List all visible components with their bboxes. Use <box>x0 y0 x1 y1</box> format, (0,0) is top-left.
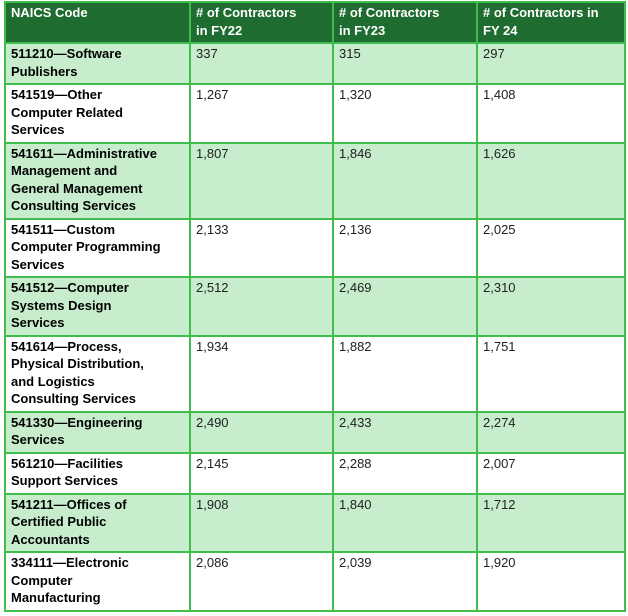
fy23-value-cell: 2,039 <box>332 551 478 612</box>
fy23-value-cell: 315 <box>332 42 478 85</box>
table-row: 561210—Facilities Support Services 2,145… <box>4 451 626 495</box>
fy24-value-cell: 2,310 <box>476 276 626 337</box>
naics-code-cell: 511210—Software Publishers <box>4 42 191 85</box>
column-header-naics-code: NAICS Code <box>4 1 191 44</box>
fy23-value-cell: 1,840 <box>332 492 478 553</box>
fy24-value-cell: 2,007 <box>476 451 626 495</box>
naics-code-cell: 541614—Process, Physical Distribution, a… <box>4 334 191 413</box>
fy22-value-cell: 337 <box>189 42 334 85</box>
fy23-value-cell: 2,136 <box>332 217 478 278</box>
table-row: 541511—Custom Computer Programming Servi… <box>4 217 626 278</box>
header-row: NAICS Code # of Contractors in FY22 # of… <box>4 1 626 44</box>
fy24-value-cell: 1,712 <box>476 492 626 553</box>
table-row: 511210—Software Publishers 337 315 297 <box>4 42 626 85</box>
table-row: 334111—Electronic Computer Manufacturing… <box>4 551 626 612</box>
fy23-value-cell: 2,469 <box>332 276 478 337</box>
naics-code-cell: 541330—Engineering Services <box>4 410 191 454</box>
fy22-value-cell: 1,267 <box>189 83 334 144</box>
fy24-value-cell: 1,408 <box>476 83 626 144</box>
fy23-value-cell: 2,433 <box>332 410 478 454</box>
fy24-value-cell: 1,751 <box>476 334 626 413</box>
naics-code-cell: 561210—Facilities Support Services <box>4 451 191 495</box>
fy23-value-cell: 2,288 <box>332 451 478 495</box>
naics-code-cell: 541611—Administrative Management and Gen… <box>4 141 191 220</box>
fy22-value-cell: 2,512 <box>189 276 334 337</box>
fy24-value-cell: 1,920 <box>476 551 626 612</box>
fy23-value-cell: 1,320 <box>332 83 478 144</box>
fy24-value-cell: 297 <box>476 42 626 85</box>
naics-code-cell: 541511—Custom Computer Programming Servi… <box>4 217 191 278</box>
column-header-fy23: # of Contractors in FY23 <box>332 1 478 44</box>
naics-code-cell: 334111—Electronic Computer Manufacturing <box>4 551 191 612</box>
fy24-value-cell: 2,025 <box>476 217 626 278</box>
table-row: 541512—Computer Systems Design Services … <box>4 276 626 337</box>
fy22-value-cell: 1,908 <box>189 492 334 553</box>
fy22-value-cell: 1,934 <box>189 334 334 413</box>
naics-code-cell: 541211—Offices of Certified Public Accou… <box>4 492 191 553</box>
fy22-value-cell: 1,807 <box>189 141 334 220</box>
table-body: 511210—Software Publishers 337 315 297 5… <box>4 42 626 612</box>
table-row: 541519—Other Computer Related Services 1… <box>4 83 626 144</box>
fy23-value-cell: 1,882 <box>332 334 478 413</box>
fy22-value-cell: 2,145 <box>189 451 334 495</box>
fy22-value-cell: 2,133 <box>189 217 334 278</box>
table-row: 541611—Administrative Management and Gen… <box>4 141 626 220</box>
column-header-fy22: # of Contractors in FY22 <box>189 1 334 44</box>
fy24-value-cell: 2,274 <box>476 410 626 454</box>
table-row: 541211—Offices of Certified Public Accou… <box>4 492 626 553</box>
fy23-value-cell: 1,846 <box>332 141 478 220</box>
table-row: 541330—Engineering Services 2,490 2,433 … <box>4 410 626 454</box>
naics-contractors-table: NAICS Code # of Contractors in FY22 # of… <box>4 1 626 612</box>
fy22-value-cell: 2,490 <box>189 410 334 454</box>
table-header: NAICS Code # of Contractors in FY22 # of… <box>4 1 626 44</box>
fy24-value-cell: 1,626 <box>476 141 626 220</box>
fy22-value-cell: 2,086 <box>189 551 334 612</box>
naics-code-cell: 541512—Computer Systems Design Services <box>4 276 191 337</box>
column-header-fy24: # of Contractors in FY 24 <box>476 1 626 44</box>
naics-code-cell: 541519—Other Computer Related Services <box>4 83 191 144</box>
table-row: 541614—Process, Physical Distribution, a… <box>4 334 626 413</box>
